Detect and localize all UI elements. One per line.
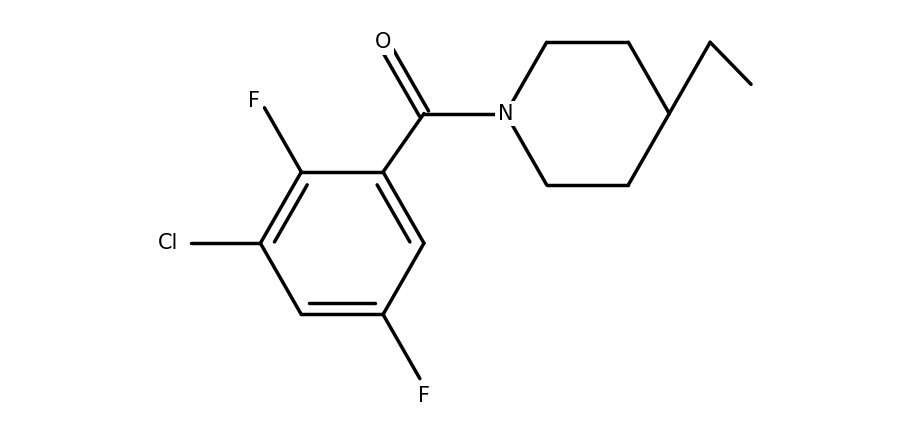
Text: F: F <box>418 386 430 406</box>
Text: N: N <box>498 104 513 124</box>
Text: O: O <box>375 32 391 52</box>
Text: F: F <box>249 91 261 111</box>
Text: Cl: Cl <box>158 233 179 253</box>
